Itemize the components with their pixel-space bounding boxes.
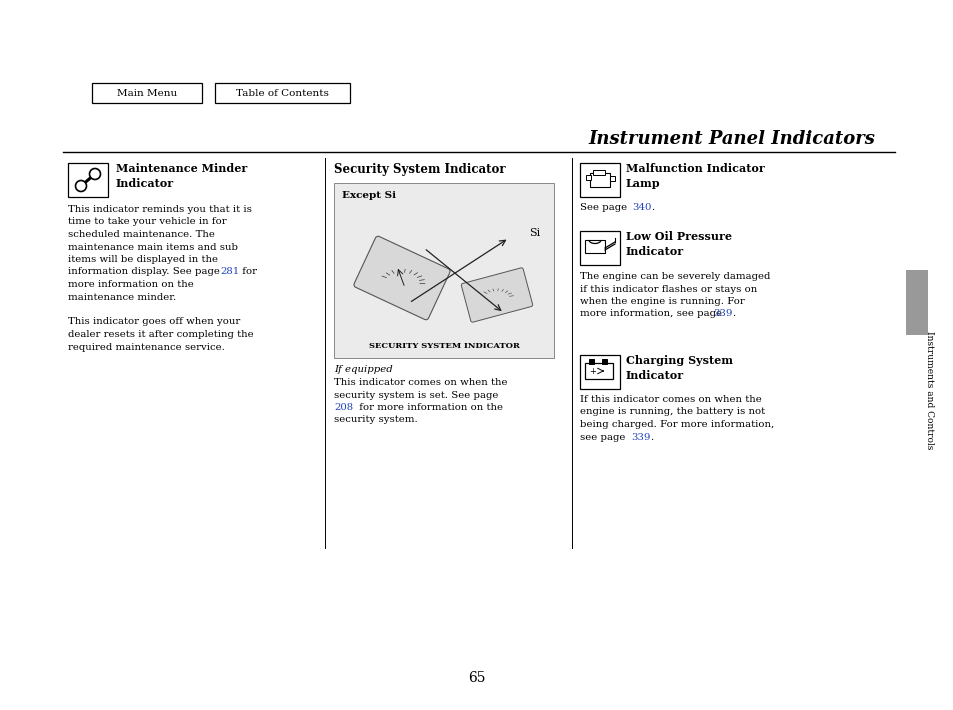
Text: 340: 340 — [631, 203, 651, 212]
Bar — [588, 359, 594, 364]
Bar — [579, 163, 619, 197]
Bar — [585, 175, 590, 180]
Text: engine is running, the battery is not: engine is running, the battery is not — [579, 408, 764, 417]
Text: Instruments and Controls: Instruments and Controls — [924, 331, 934, 449]
Text: Malfunction Indicator
Lamp: Malfunction Indicator Lamp — [625, 163, 764, 189]
FancyBboxPatch shape — [354, 236, 450, 320]
Text: Low Oil Pressure
Indicator: Low Oil Pressure Indicator — [625, 231, 731, 256]
Bar — [584, 240, 604, 253]
Text: Main Menu: Main Menu — [117, 89, 177, 97]
Text: 281: 281 — [220, 268, 239, 276]
Text: when the engine is running. For: when the engine is running. For — [579, 297, 744, 306]
Text: being charged. For more information,: being charged. For more information, — [579, 420, 774, 429]
Text: This indicator comes on when the: This indicator comes on when the — [334, 378, 507, 387]
Text: Si: Si — [529, 228, 539, 238]
Text: see page: see page — [579, 432, 628, 442]
Text: If equipped: If equipped — [334, 365, 393, 374]
Text: 65: 65 — [468, 671, 485, 685]
Text: +: + — [589, 366, 596, 376]
Text: 339: 339 — [712, 310, 732, 319]
Bar — [593, 170, 604, 175]
Bar — [609, 176, 615, 181]
Text: This indicator goes off when your: This indicator goes off when your — [68, 317, 240, 327]
Text: more information on the: more information on the — [68, 280, 193, 289]
Bar — [584, 363, 613, 379]
Circle shape — [75, 180, 87, 192]
Text: information display. See page: information display. See page — [68, 268, 223, 276]
Text: time to take your vehicle in for: time to take your vehicle in for — [68, 217, 227, 226]
Bar — [214, 83, 350, 103]
Text: dealer resets it after completing the: dealer resets it after completing the — [68, 330, 253, 339]
Text: .: . — [731, 310, 735, 319]
Text: security system.: security system. — [334, 415, 417, 425]
Bar — [91, 83, 202, 103]
Text: security system is set. See page: security system is set. See page — [334, 391, 497, 400]
Text: If this indicator comes on when the: If this indicator comes on when the — [579, 395, 760, 404]
Text: Table of Contents: Table of Contents — [235, 89, 329, 97]
Circle shape — [90, 168, 100, 180]
Text: The engine can be severely damaged: The engine can be severely damaged — [579, 272, 770, 281]
Bar — [905, 270, 927, 335]
Text: if this indicator flashes or stays on: if this indicator flashes or stays on — [579, 285, 757, 293]
Text: 208: 208 — [334, 403, 353, 412]
Bar — [68, 163, 108, 197]
Text: SECURITY SYSTEM INDICATOR: SECURITY SYSTEM INDICATOR — [368, 342, 518, 350]
Text: more information, see page: more information, see page — [579, 310, 724, 319]
Text: for: for — [239, 268, 256, 276]
Text: maintenance main items and sub: maintenance main items and sub — [68, 243, 237, 251]
FancyBboxPatch shape — [461, 268, 532, 322]
Text: maintenance minder.: maintenance minder. — [68, 293, 176, 302]
Text: Except Si: Except Si — [341, 191, 395, 200]
Text: Charging System
Indicator: Charging System Indicator — [625, 355, 732, 381]
Bar — [579, 231, 619, 265]
Text: Security System Indicator: Security System Indicator — [334, 163, 505, 176]
Bar — [579, 355, 619, 389]
Text: Instrument Panel Indicators: Instrument Panel Indicators — [587, 130, 874, 148]
Bar — [334, 183, 554, 358]
Text: This indicator reminds you that it is: This indicator reminds you that it is — [68, 205, 252, 214]
Text: 339: 339 — [630, 432, 650, 442]
Text: Maintenance Minder
Indicator: Maintenance Minder Indicator — [116, 163, 247, 189]
Text: See page: See page — [579, 203, 630, 212]
Text: required maintenance service.: required maintenance service. — [68, 342, 225, 351]
Text: .: . — [649, 432, 653, 442]
Text: .: . — [650, 203, 654, 212]
Bar — [589, 173, 609, 187]
Bar — [601, 359, 606, 364]
Text: for more information on the: for more information on the — [355, 403, 502, 412]
Text: items will be displayed in the: items will be displayed in the — [68, 255, 218, 264]
Text: scheduled maintenance. The: scheduled maintenance. The — [68, 230, 214, 239]
